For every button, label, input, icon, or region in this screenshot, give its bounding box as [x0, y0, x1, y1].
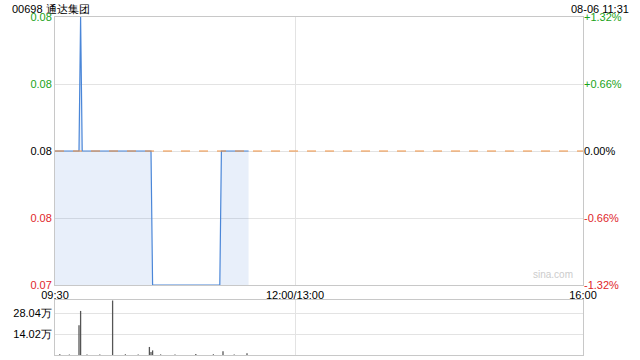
svg-text:0.08: 0.08: [30, 212, 51, 224]
svg-text:-1.32%: -1.32%: [584, 279, 619, 291]
svg-text:09:30: 09:30: [41, 289, 69, 301]
svg-text:0.08: 0.08: [30, 145, 51, 157]
svg-text:00698 通达集团: 00698 通达集团: [12, 3, 90, 15]
svg-text:0.07: 0.07: [30, 279, 51, 291]
svg-text:08-06 11:31: 08-06 11:31: [571, 3, 629, 15]
svg-text:12:00/13:00: 12:00/13:00: [266, 289, 324, 301]
svg-text:0.08: 0.08: [30, 78, 51, 90]
svg-text:+1.32%: +1.32%: [584, 11, 622, 23]
svg-text:14.02万: 14.02万: [13, 328, 52, 340]
svg-text:0.08: 0.08: [30, 11, 51, 23]
svg-text:16:00: 16:00: [569, 289, 597, 301]
svg-text:0.00%: 0.00%: [584, 145, 615, 157]
svg-text:+0.66%: +0.66%: [584, 78, 622, 90]
svg-text:28.04万: 28.04万: [13, 307, 52, 319]
svg-text:-0.66%: -0.66%: [584, 212, 619, 224]
svg-text:sina.com: sina.com: [533, 269, 573, 280]
